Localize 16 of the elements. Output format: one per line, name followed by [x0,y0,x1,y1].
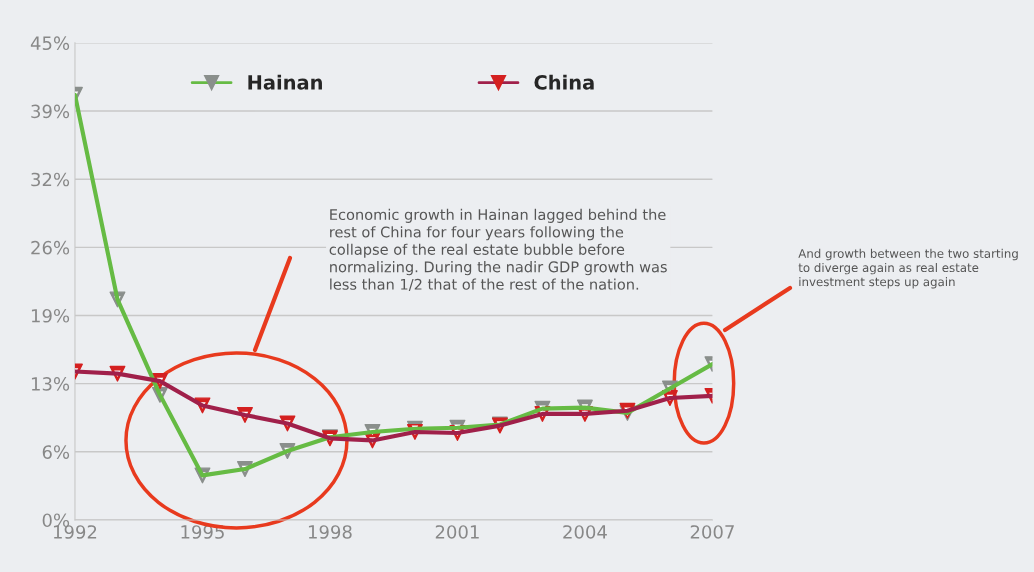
x-tick-label: 2007 [690,525,734,539]
y-tick-label: 32% [31,172,70,187]
x-tick-label: 2004 [563,525,607,539]
legend-label: Hainan [248,74,322,90]
y-tick-label: 13% [31,377,70,391]
x-tick-label: 1998 [308,525,352,539]
legend-label: China [534,74,594,90]
y-tick-label: 19% [31,308,70,323]
y-tick-label: 6% [42,445,70,459]
text: And growth between the two starting to diverge again as real estate investment steps up again [798,248,1018,289]
annotation: Economic growth in Hainan lagged behind the rest of China for four years following the collapse of the real estate bubble before normalizing. During the nadir GDP growth was less than 1/2 that of the rest of the nation. [329,208,667,291]
y-tick-label: 26% [31,240,70,255]
x-tick-label: 2001 [435,525,479,539]
y-tick-label: 39% [31,104,70,119]
y-tick-label: 45% [30,36,70,51]
x-tick-label: 1992 [53,525,97,539]
